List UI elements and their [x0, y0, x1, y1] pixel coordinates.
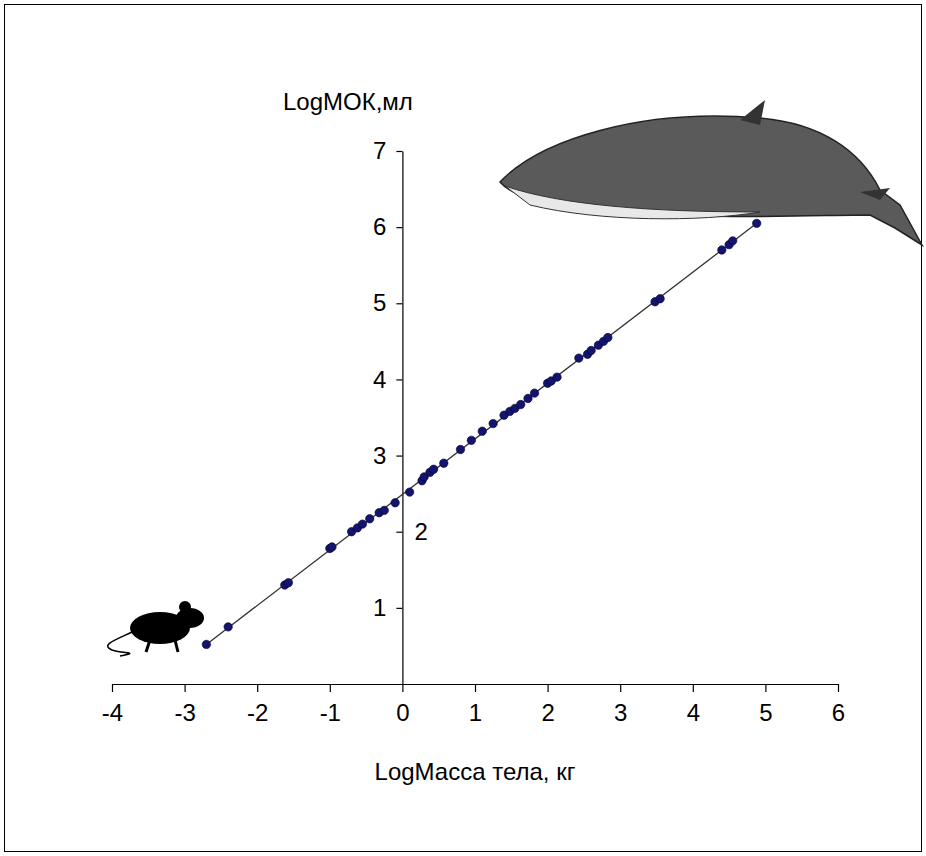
y-tick: 5	[373, 289, 402, 316]
fit-line	[206, 223, 756, 644]
data-point	[517, 400, 525, 408]
x-tick-mark	[620, 684, 621, 692]
x-tick: 2	[541, 684, 554, 726]
whale-fin	[860, 188, 890, 200]
y-tick-mark	[396, 455, 402, 456]
frame	[5, 5, 922, 852]
x-tick-mark	[475, 684, 476, 692]
y-tick: 7	[373, 137, 402, 164]
mouse-head	[176, 608, 204, 628]
mouse-legs	[146, 640, 178, 652]
x-tick-mark	[112, 684, 113, 692]
whale-body	[500, 116, 922, 245]
y-tick-label: 3	[373, 442, 386, 469]
y-tick-label: 4	[373, 366, 386, 393]
x-tick: 3	[614, 684, 627, 726]
whale-belly	[505, 186, 760, 219]
data-point	[575, 354, 583, 362]
data-point	[553, 373, 561, 381]
x-tick-mark	[330, 684, 331, 692]
data-point	[752, 219, 760, 227]
y-axis-line	[402, 152, 403, 685]
x-tick: -4	[102, 684, 123, 726]
data-point	[284, 579, 292, 587]
x-tick-mark	[257, 684, 258, 692]
x-tick: -2	[247, 684, 268, 726]
x-tick-label: 3	[614, 699, 627, 726]
y-tick-label: 1	[373, 594, 386, 621]
x-tick-mark	[547, 684, 548, 692]
data-point	[429, 465, 437, 473]
data-point	[467, 436, 475, 444]
x-tick-mark	[185, 684, 186, 692]
x-tick: 0	[396, 684, 409, 726]
x-tick: 4	[687, 684, 700, 726]
data-point	[391, 499, 399, 507]
whale-fin	[740, 100, 765, 125]
y-tick: 6	[373, 213, 402, 240]
y-tick-label: 6	[373, 213, 386, 240]
y-tick-mark	[396, 608, 402, 609]
data-point	[604, 333, 612, 341]
y-tick-label: 5	[373, 289, 386, 316]
x-tick-label: -3	[174, 699, 195, 726]
mouse-ear	[179, 601, 191, 613]
y-tick-mark	[396, 151, 402, 152]
x-tick-label: 1	[469, 699, 482, 726]
y-tick-label: 2	[414, 518, 427, 545]
y-tick: 4	[373, 366, 402, 393]
y-tick: 1	[373, 594, 402, 621]
x-tick-label: 2	[541, 699, 554, 726]
data-point	[718, 246, 726, 254]
data-point	[656, 295, 664, 303]
y-tick-mark	[396, 379, 402, 380]
x-tick-label: 6	[832, 699, 845, 726]
y-tick: 2	[396, 518, 427, 545]
data-point	[202, 640, 210, 648]
x-tick: 5	[759, 684, 772, 726]
y-axis-title: LogМОК,мл	[283, 88, 413, 115]
x-tick-label: 5	[759, 699, 772, 726]
x-tick-label: -1	[320, 699, 341, 726]
data-point	[380, 506, 388, 514]
data-point	[729, 237, 737, 245]
data-point	[224, 623, 232, 631]
x-axis: -4 -3 -2 -1 0 1 2 3 4 5 6	[102, 684, 845, 726]
whale-icon	[500, 100, 922, 245]
x-tick-label: 0	[396, 699, 409, 726]
x-tick-mark	[402, 684, 403, 692]
plot-area	[202, 219, 761, 648]
data-point	[405, 488, 413, 496]
chart: -4 -3 -2 -1 0 1 2 3 4 5 6 1 2 3 4 5 6 7 LogМОК,мл LogМасса …	[0, 0, 926, 856]
x-tick: 1	[469, 684, 482, 726]
data-point	[587, 346, 595, 354]
x-tick-mark	[838, 684, 839, 692]
y-tick-label: 7	[373, 137, 386, 164]
x-tick-label: 4	[687, 699, 700, 726]
x-tick-mark	[693, 684, 694, 692]
y-tick-mark	[396, 532, 402, 533]
data-point	[440, 459, 448, 467]
data-point	[358, 520, 366, 528]
y-tick-mark	[396, 303, 402, 304]
x-tick: -3	[174, 684, 195, 726]
x-tick-label: -2	[247, 699, 268, 726]
y-tick-mark	[396, 227, 402, 228]
data-point	[530, 389, 538, 397]
data-point	[456, 445, 464, 453]
data-point	[478, 427, 486, 435]
x-tick: 6	[832, 684, 845, 726]
data-point	[366, 515, 374, 523]
x-tick-mark	[765, 684, 766, 692]
x-axis-title: LogМасса тела, кг	[375, 758, 576, 785]
y-tick: 3	[373, 442, 402, 469]
x-tick-label: -4	[102, 699, 123, 726]
data-point	[328, 543, 336, 551]
mouse-icon	[108, 601, 204, 656]
x-tick: -1	[320, 684, 341, 726]
mouse-tail	[108, 632, 132, 656]
y-axis: 1 2 3 4 5 6 7	[373, 137, 428, 684]
data-point	[489, 419, 497, 427]
